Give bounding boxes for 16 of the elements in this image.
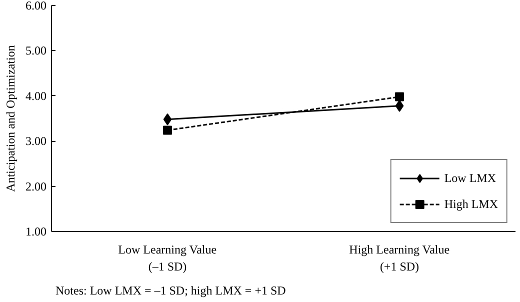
point	[163, 113, 172, 126]
y-tick-label: 1.00	[26, 224, 46, 238]
y-tick-label: 4.00	[26, 88, 46, 103]
point	[395, 92, 404, 102]
y-tick-label: 5.00	[26, 44, 46, 58]
y-axis-title: Anticipation and Optimization	[4, 45, 18, 192]
text: Notes: Low LMX = –1 SD; high LMX = +1 SD	[56, 284, 286, 298]
legend-label: High LMX	[444, 196, 498, 212]
point	[395, 100, 404, 112]
x-tick-label: High Learning Value (+1 SD)	[349, 242, 450, 274]
y-tick-label: 2.00	[26, 179, 46, 194]
x-tick-label: Low Learning Value (–1 SD)	[118, 242, 217, 274]
point	[163, 126, 172, 135]
y-tick-label: 3.00	[26, 134, 46, 148]
legend-label: Low LMX	[444, 170, 496, 186]
y-tick-label: 6.00	[26, 0, 46, 12]
